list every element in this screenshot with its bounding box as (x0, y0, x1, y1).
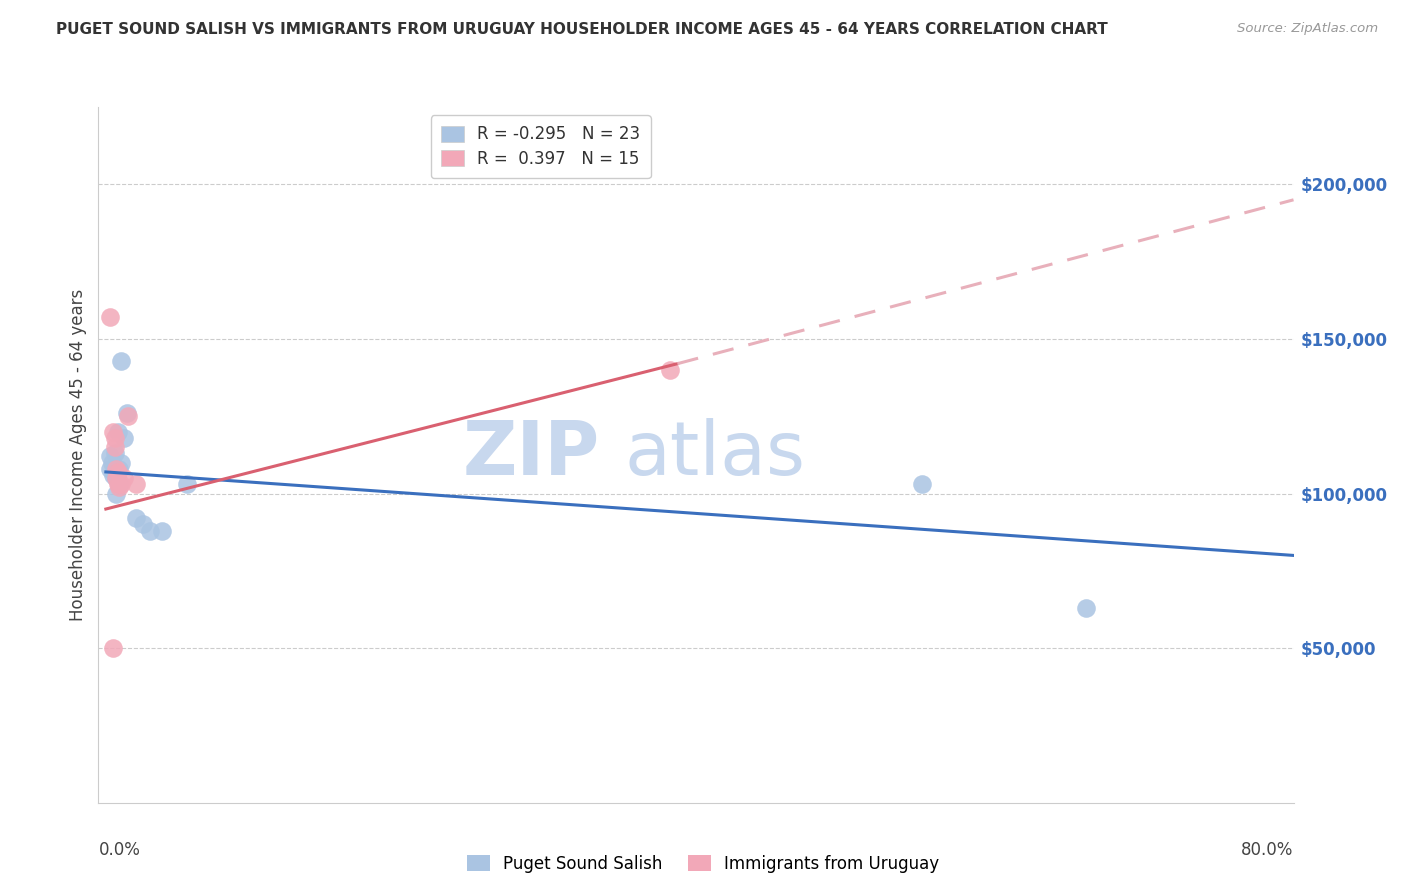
Point (104, 431, 127, 445)
Point (115, 406, 138, 420)
Point (98, 450, 121, 464)
Point (107, 477, 129, 491)
Point (112, 431, 135, 445)
Point (110, 456, 132, 470)
Point (105, 462, 128, 476)
Text: 0.0%: 0.0% (98, 841, 141, 859)
Text: 80.0%: 80.0% (1241, 841, 1294, 859)
Point (105, 471, 128, 485)
Point (176, 477, 198, 491)
Point (1074, 601, 1097, 615)
Point (107, 465, 129, 479)
Point (107, 465, 129, 479)
Text: PUGET SOUND SALISH VS IMMIGRANTS FROM URUGUAY HOUSEHOLDER INCOME AGES 45 - 64 YE: PUGET SOUND SALISH VS IMMIGRANTS FROM UR… (56, 22, 1108, 37)
Point (150, 524, 173, 538)
Point (108, 477, 131, 491)
Point (124, 477, 146, 491)
Point (108, 480, 131, 494)
Point (104, 446, 127, 460)
Point (98, 310, 121, 325)
Point (108, 462, 131, 476)
Point (112, 471, 135, 485)
Point (105, 471, 128, 485)
Point (105, 486, 128, 500)
Point (132, 517, 155, 532)
Point (103, 641, 125, 656)
Point (139, 524, 162, 538)
Point (110, 477, 132, 491)
Point (103, 468, 125, 483)
Y-axis label: Householder Income Ages 45 - 64 years: Householder Income Ages 45 - 64 years (69, 289, 87, 621)
Point (104, 462, 127, 476)
Text: ZIP: ZIP (463, 418, 600, 491)
Text: Source: ZipAtlas.com: Source: ZipAtlas.com (1237, 22, 1378, 36)
Point (107, 425, 129, 439)
Point (911, 477, 934, 491)
Point (98, 462, 121, 476)
Point (104, 440, 127, 454)
Point (110, 353, 132, 368)
Point (124, 511, 146, 525)
Legend: R = -0.295   N = 23, R =  0.397   N = 15: R = -0.295 N = 23, R = 0.397 N = 15 (430, 115, 651, 178)
Point (103, 425, 125, 439)
Point (101, 456, 124, 470)
Point (659, 363, 682, 377)
Text: atlas: atlas (624, 418, 806, 491)
Legend: Puget Sound Salish, Immigrants from Uruguay: Puget Sound Salish, Immigrants from Urug… (460, 848, 946, 880)
Point (117, 409, 139, 424)
